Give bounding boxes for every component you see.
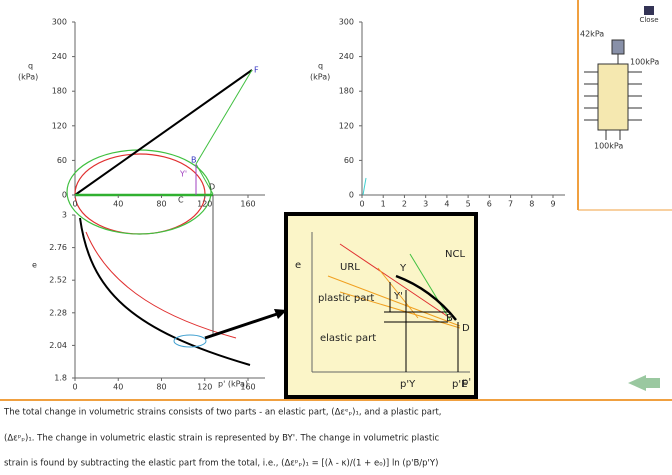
url-label: URL — [340, 262, 360, 273]
y-axis-label: q — [28, 62, 33, 71]
x-tick-label: 9 — [550, 200, 555, 209]
y-tick-label: 60 — [57, 156, 67, 165]
x-tick-label: 80 — [156, 383, 166, 392]
zoom-inset — [284, 212, 478, 399]
y-tick-label: 2.76 — [49, 243, 67, 252]
x-tick-label: 3 — [423, 200, 428, 209]
x-tick-label: 120 — [197, 200, 212, 209]
x-tick-label: 40 — [113, 383, 123, 392]
y-tick-label: 0 — [349, 191, 354, 200]
top-load: 42kPa — [580, 30, 604, 39]
p-y-label: p'Y — [400, 379, 416, 390]
x-tick-label: 4 — [444, 200, 449, 209]
inset-y-label: e — [295, 260, 301, 271]
point-label: B — [446, 313, 453, 324]
y-tick-label: 2.04 — [49, 341, 67, 350]
point-label: F — [254, 66, 259, 75]
y-tick-label: 2.52 — [49, 276, 67, 285]
y-tick-label: 3 — [62, 211, 67, 220]
y-tick-label: 120 — [339, 121, 354, 130]
plastic-label: plastic part — [318, 293, 374, 304]
side-load: 100kPa — [630, 58, 659, 67]
x-tick-label: 5 — [466, 200, 471, 209]
y-tick-label: 0 — [62, 191, 67, 200]
close-button[interactable]: Close — [639, 6, 659, 24]
point-label: D — [462, 323, 470, 334]
x-tick-label: 80 — [156, 200, 166, 209]
sample-icon — [584, 39, 642, 140]
point-label: B — [191, 156, 197, 165]
q-strain-plot — [361, 22, 565, 196]
point-label: C — [178, 196, 184, 205]
y-tick-label: 1.8 — [54, 374, 67, 383]
q-p-plot — [66, 22, 265, 235]
x-tick-label: 6 — [487, 200, 492, 209]
x-tick-label: 2 — [402, 200, 407, 209]
explanation-line: (Δεᵖₚ)₁. The change in volumetric elasti… — [4, 434, 440, 444]
point-label: Y' — [393, 291, 403, 302]
y-tick-label: 240 — [339, 52, 354, 61]
point-label: Y — [399, 263, 407, 274]
explanation-line: The total change in volumetric strains c… — [3, 408, 442, 418]
bottom-load: 100kPa — [594, 142, 623, 151]
y-tick-label: 120 — [52, 121, 67, 130]
x-tick-label: 0 — [359, 200, 364, 209]
y-tick-label: 300 — [339, 18, 354, 27]
x-tick-label: 8 — [529, 200, 534, 209]
y-tick-label: 180 — [52, 87, 67, 96]
y-tick-label: 240 — [52, 52, 67, 61]
x-tick-label: 0 — [72, 200, 77, 209]
x-tick-label: 40 — [113, 200, 123, 209]
x-axis-label: p' (kPa) — [218, 380, 248, 389]
point-label: D — [209, 183, 215, 192]
close-label[interactable]: Close — [639, 16, 658, 24]
x-tick-label: 0 — [72, 383, 77, 392]
x-tick-label: 160 — [240, 200, 255, 209]
x-tick-label: 120 — [197, 383, 212, 392]
y-axis-label: e — [32, 261, 37, 270]
ncl-label: NCL — [445, 249, 465, 260]
point-label: Y' — [179, 170, 187, 179]
y-axis-unit: (kPa) — [18, 73, 38, 82]
y-axis-unit: (kPa) — [310, 73, 330, 82]
p-e-label: p'E — [452, 379, 467, 390]
y-tick-label: 180 — [339, 87, 354, 96]
back-button[interactable] — [628, 375, 660, 391]
y-tick-label: 60 — [344, 156, 354, 165]
x-tick-label: 1 — [381, 200, 386, 209]
elastic-label: elastic part — [320, 333, 376, 344]
explanation-line: strain is found by subtracting the elast… — [4, 459, 438, 469]
inset-x-label: p' — [462, 377, 471, 388]
y-tick-label: 2.28 — [49, 308, 67, 317]
e-p-plot — [74, 195, 287, 379]
y-tick-label: 300 — [52, 18, 67, 27]
y-axis-label: q — [318, 62, 323, 71]
x-tick-label: 160 — [240, 383, 255, 392]
x-tick-label: 7 — [508, 200, 513, 209]
